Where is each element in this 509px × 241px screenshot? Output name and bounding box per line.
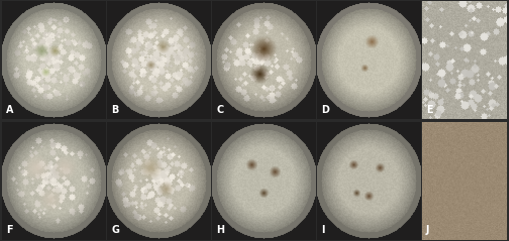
Text: J: J <box>426 225 429 235</box>
Text: B: B <box>111 105 119 115</box>
Text: I: I <box>321 225 325 235</box>
Text: G: G <box>111 225 119 235</box>
Text: H: H <box>216 225 224 235</box>
Text: F: F <box>6 225 13 235</box>
Text: C: C <box>216 105 223 115</box>
Text: A: A <box>6 105 14 115</box>
Text: D: D <box>321 105 329 115</box>
Text: E: E <box>426 105 432 115</box>
